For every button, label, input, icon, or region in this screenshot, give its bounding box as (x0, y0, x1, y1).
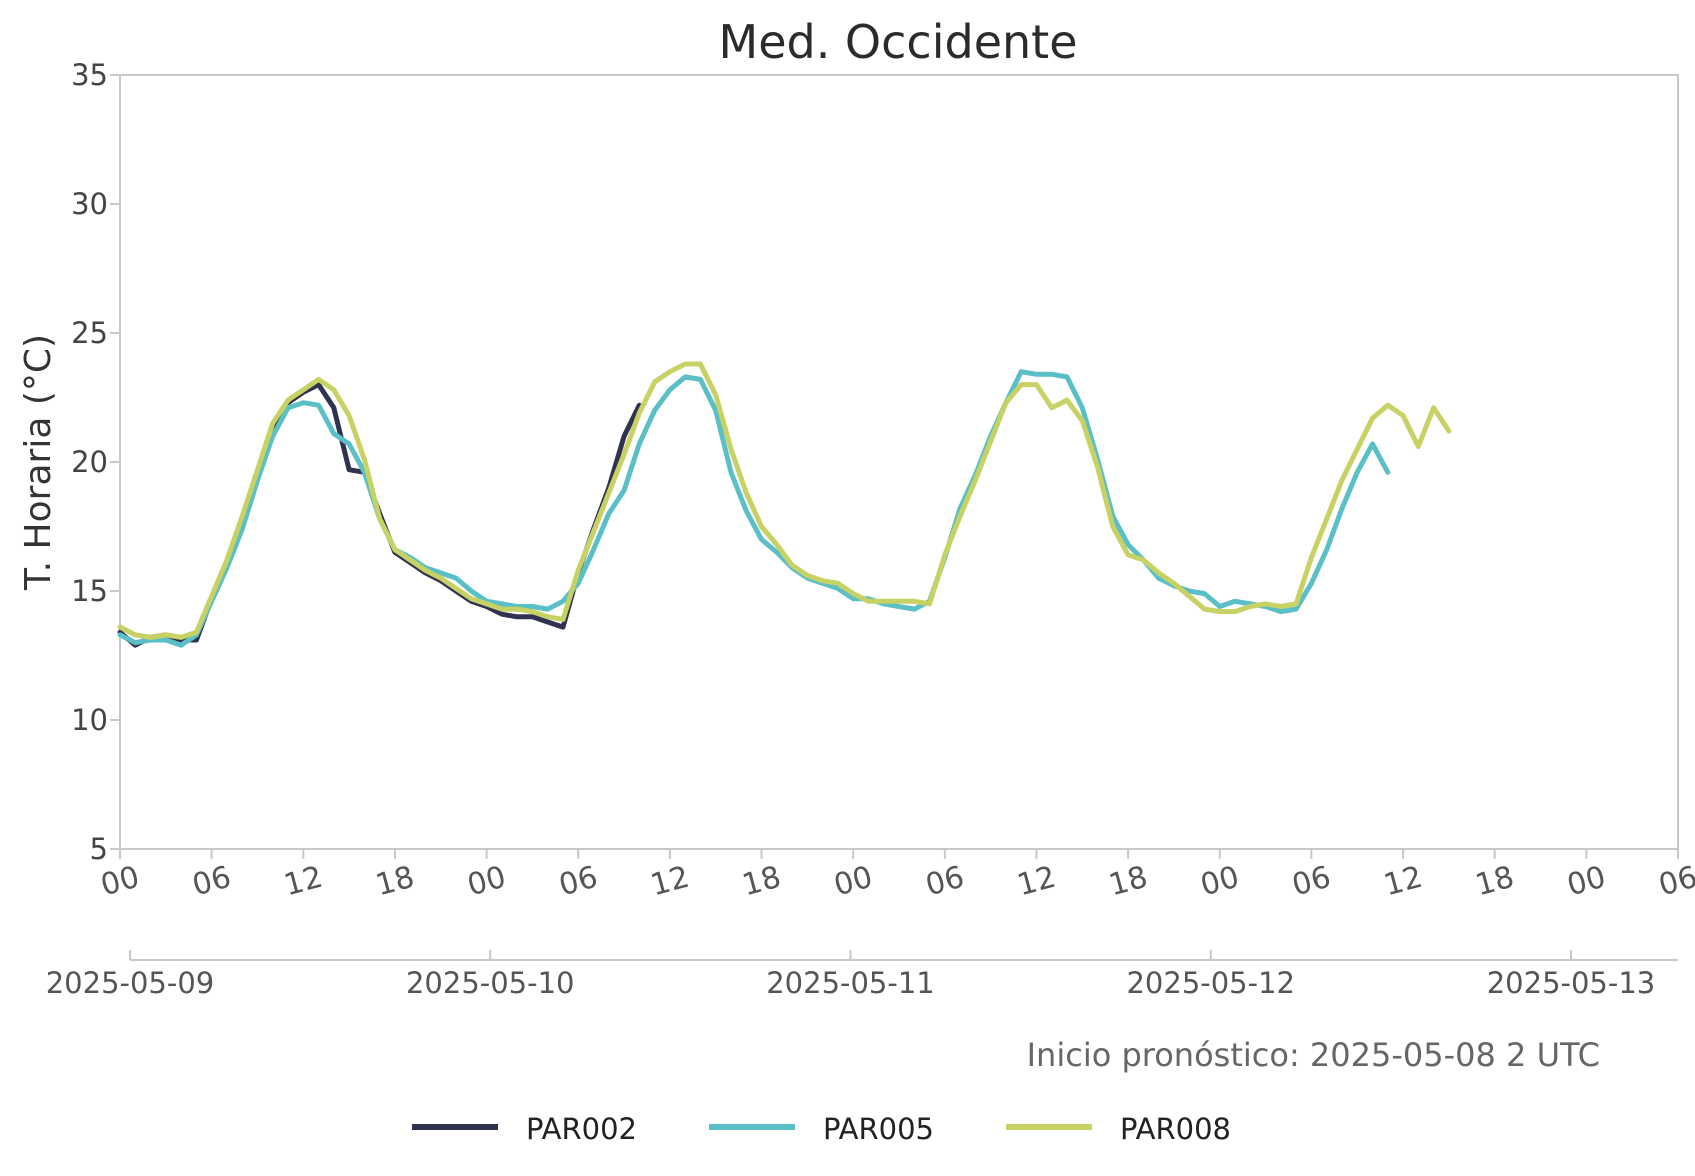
y-tick-label: 10 (71, 703, 108, 737)
date-tick-label: 2025-05-13 (1487, 966, 1656, 1000)
y-tick-label: 5 (90, 832, 108, 866)
date-tick-label: 2025-05-11 (766, 966, 935, 1000)
date-tick-label: 2025-05-09 (46, 966, 215, 1000)
y-tick-label: 30 (71, 187, 108, 221)
x-axis-dates: 2025-05-09 2025-05-10 2025-05-11 2025-05-12… (46, 950, 1656, 1000)
x-tick-label: 06 (1289, 860, 1335, 904)
legend-label: PAR005 (823, 1112, 934, 1146)
x-tick-label: 18 (372, 860, 418, 904)
x-tick-label: 18 (1105, 860, 1151, 904)
y-tick-label: 15 (71, 574, 108, 608)
y-tick-label: 25 (71, 316, 108, 350)
forecast-start-note: Inicio pronóstico: 2025-05-08 2 UTC (1027, 1036, 1600, 1074)
x-tick-label: 12 (1380, 860, 1426, 904)
y-axis: 5 10 15 20 25 30 35 (71, 58, 120, 866)
y-tick-label: 35 (71, 58, 108, 92)
x-axis-hours: 00 06 12 18 00 06 12 18 00 06 12 18 00 06 12 18 00 06 (97, 849, 1695, 903)
x-tick-label: 00 (1197, 860, 1243, 904)
x-tick-label: 06 (555, 860, 601, 904)
x-tick-label: 00 (97, 860, 143, 904)
x-tick-label: 18 (739, 860, 785, 904)
x-tick-label: 06 (189, 860, 235, 904)
chart-title: Med. Occidente (719, 15, 1078, 69)
x-tick-label: 12 (1014, 860, 1060, 904)
y-axis-label: T. Horaria (°C) (18, 334, 59, 591)
x-tick-label: 12 (280, 860, 326, 904)
y-tick-label: 20 (71, 445, 108, 479)
date-tick-label: 2025-05-12 (1126, 966, 1295, 1000)
x-tick-label: 18 (1472, 860, 1518, 904)
legend: PAR002 PAR005 PAR008 (412, 1112, 1231, 1146)
date-tick-label: 2025-05-10 (406, 966, 575, 1000)
x-tick-label: 06 (922, 860, 968, 904)
x-tick-label: 00 (1564, 860, 1610, 904)
series-line-par008 (117, 361, 1452, 640)
x-tick-label: 00 (464, 860, 510, 904)
legend-label: PAR002 (526, 1112, 637, 1146)
plot-area (119, 74, 1679, 850)
series-layer (117, 361, 1452, 648)
x-tick-label: 00 (830, 860, 876, 904)
x-tick-label: 12 (647, 860, 693, 904)
legend-label: PAR008 (1120, 1112, 1231, 1146)
x-tick-label: 06 (1655, 860, 1695, 904)
